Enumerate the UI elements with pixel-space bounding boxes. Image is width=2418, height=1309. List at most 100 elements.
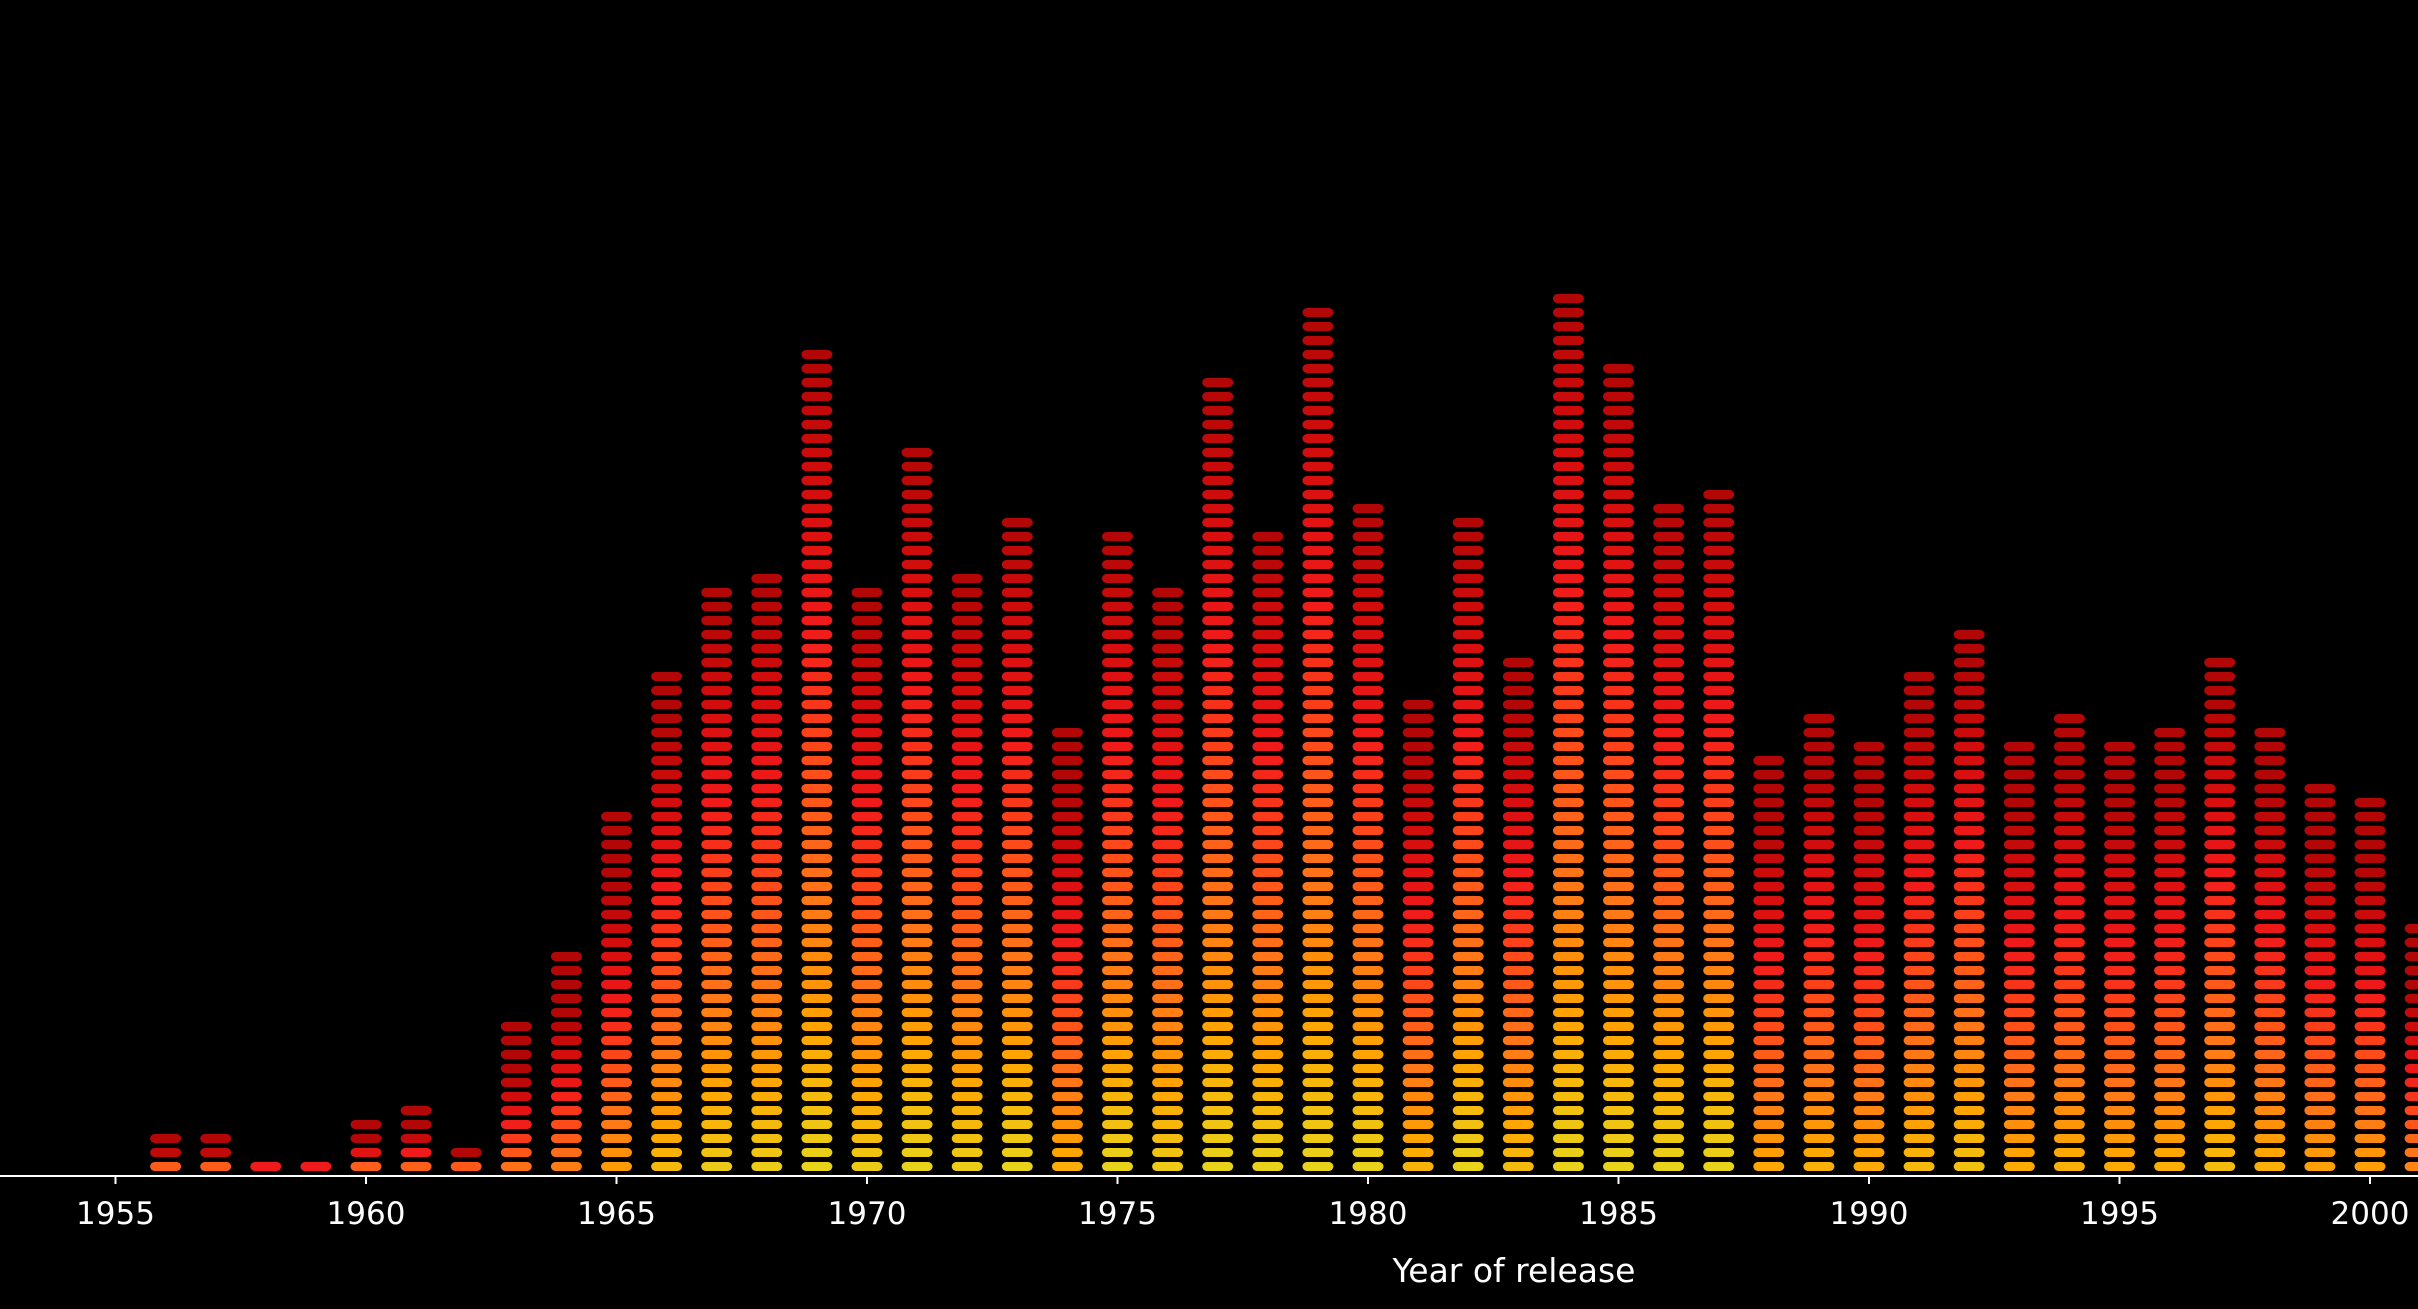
bar-1963 [500, 1022, 532, 1171]
bar-unit [751, 938, 783, 947]
bar-unit [1653, 938, 1685, 947]
bar-unit [1202, 994, 1234, 1003]
bar-unit [2304, 966, 2336, 975]
bar-unit [1502, 756, 1534, 765]
bar-unit [1552, 854, 1584, 863]
bar-unit [801, 938, 833, 947]
bar-unit [1051, 1120, 1083, 1129]
bar-unit [851, 952, 883, 961]
bar-unit [601, 1022, 632, 1031]
bar-unit [2254, 966, 2286, 975]
bar-unit [1202, 812, 1234, 821]
bar-unit [801, 518, 833, 527]
bar-unit [1603, 770, 1634, 779]
bar-unit [2304, 1078, 2336, 1087]
bar-unit [1502, 798, 1534, 807]
bar-unit [2204, 896, 2236, 905]
bar-unit [1051, 840, 1083, 849]
bar-unit [1502, 742, 1534, 751]
bar-unit [1853, 1078, 1885, 1087]
bar-unit [951, 602, 983, 611]
bar-unit [1953, 938, 1985, 947]
bar-unit [2003, 1106, 2035, 1115]
bar-1977 [1202, 378, 1234, 1171]
bar-unit [1352, 1050, 1384, 1059]
bar-1985 [1603, 364, 1634, 1171]
bar-unit [1352, 1008, 1384, 1017]
bar-unit [751, 574, 783, 583]
bar-unit [1803, 812, 1835, 821]
bar-unit [1603, 490, 1634, 499]
bar-unit [1302, 476, 1334, 485]
bar-unit [2154, 1092, 2186, 1101]
bar-unit [1552, 1092, 1584, 1101]
bar-unit [1903, 1078, 1935, 1087]
bar-unit [2003, 1092, 2035, 1101]
bar-unit [2154, 1050, 2186, 1059]
bar-unit [1903, 1092, 1935, 1101]
bar-unit [1252, 1092, 1284, 1101]
bar-unit [1703, 588, 1735, 597]
bar-unit [2154, 924, 2186, 933]
bar-unit [801, 826, 833, 835]
bar-unit [1603, 462, 1634, 471]
bar-unit [801, 1120, 833, 1129]
bar-unit [2104, 1134, 2135, 1143]
bar-unit [1252, 616, 1284, 625]
bar-unit [1953, 756, 1985, 765]
bar-unit [1152, 840, 1184, 849]
bar-unit [1001, 672, 1033, 681]
bar-unit [1703, 574, 1735, 583]
bar-unit [1603, 434, 1634, 443]
bar-unit [2354, 1022, 2386, 1031]
bar-unit [1051, 770, 1083, 779]
bar-unit [1552, 574, 1584, 583]
bar-unit [550, 952, 582, 961]
bar-unit [2204, 784, 2236, 793]
bar-unit [1753, 770, 1785, 779]
bar-unit [801, 770, 833, 779]
bar-unit [1552, 420, 1584, 429]
bar-unit [2154, 840, 2186, 849]
bar-unit [1853, 966, 1885, 975]
bar-unit [1603, 518, 1634, 527]
bar-unit [1653, 602, 1685, 611]
bar-unit [701, 910, 733, 919]
bar-unit [1352, 1064, 1384, 1073]
bar-unit [1552, 910, 1584, 919]
bar-unit [1703, 686, 1735, 695]
bar-unit [1953, 1148, 1985, 1157]
bar-unit [901, 854, 933, 863]
bar-unit [1051, 812, 1083, 821]
bar-unit [1452, 630, 1484, 639]
bar-unit [1703, 1134, 1735, 1143]
bar-unit [1202, 518, 1234, 527]
bar-unit [1302, 826, 1334, 835]
bar-unit [2404, 1148, 2418, 1157]
bar-unit [751, 700, 783, 709]
bar-unit [1552, 476, 1584, 485]
bar-unit [1653, 966, 1685, 975]
bar-unit [1102, 686, 1133, 695]
bar-unit [1753, 924, 1785, 933]
bar-unit [1502, 770, 1534, 779]
bar-unit [1853, 910, 1885, 919]
bar-unit [2053, 1078, 2085, 1087]
bar-unit [1252, 938, 1284, 947]
bar-unit [1001, 868, 1033, 877]
bar-unit [1152, 1134, 1184, 1143]
bar-unit [1302, 1078, 1334, 1087]
bar-unit [1853, 1162, 1885, 1171]
bar-unit [2204, 1092, 2236, 1101]
bar-unit [2104, 1120, 2135, 1129]
bar-unit [701, 658, 733, 667]
bar-unit [1402, 1120, 1434, 1129]
bar-unit [1703, 1162, 1735, 1171]
bar-unit [751, 1008, 783, 1017]
bar-unit [1402, 980, 1434, 989]
bar-unit [751, 588, 783, 597]
bar-unit [1152, 1050, 1184, 1059]
bar-unit [901, 672, 933, 681]
bar-unit [651, 714, 683, 723]
bar-unit [1152, 868, 1184, 877]
